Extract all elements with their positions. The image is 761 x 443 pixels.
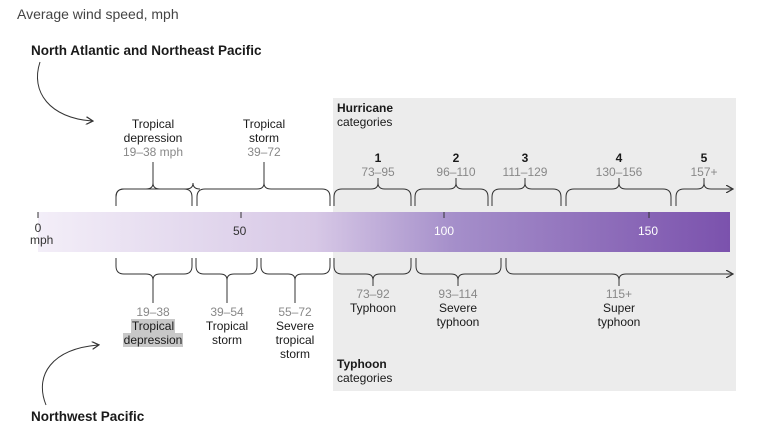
label-pacific-severe-tropical-storm: 55–72 Severe tropical storm [265, 305, 325, 361]
scale-tick-50: 50 [233, 224, 247, 238]
typhoon-header-rest: categories [337, 371, 393, 385]
bracket-typhoon [333, 258, 412, 281]
label-name-line: typhoon [436, 315, 480, 329]
label-name-line: Super [602, 301, 636, 315]
scale-tick-100: 100 [434, 224, 455, 238]
label-pacific-tropical-depression: 19–38 Tropical depression [113, 305, 193, 347]
label-name-line: Tropical [205, 319, 249, 333]
arrow-atlantic [36, 61, 92, 121]
region-label-atlantic: North Atlantic and Northeast Pacific [31, 43, 262, 58]
label-range: 55–72 [278, 305, 312, 319]
hurricane-header-bold: Hurricane [337, 101, 394, 115]
label-name-line: storm [280, 347, 310, 361]
label-name-line: Typhoon [349, 301, 397, 315]
label-name-line: Tropical [130, 319, 176, 333]
label-hurricane-cat5: 5 157+ [679, 151, 729, 179]
label-severe-typhoon: 93–114 Severe typhoon [423, 287, 493, 329]
label-name-line: Severe [438, 301, 478, 315]
typhoon-categories-header: Typhoon categories [337, 357, 392, 385]
wind-speed-scale-bar [38, 212, 730, 252]
hurricane-header-rest: categories [337, 115, 393, 129]
label-atlantic-tropical-storm: Tropical storm 39–72 [224, 117, 304, 159]
arrow-pacific [41, 345, 98, 406]
label-super-typhoon: 115+ Super typhoon [584, 287, 654, 329]
scale-zero-value: 0 [34, 221, 42, 235]
bracket-depression-bottom [115, 258, 193, 281]
label-name-line: Tropical [131, 117, 175, 131]
bracket-depression-top [115, 182, 193, 206]
bracket-cat2 [414, 182, 489, 206]
bracket-severe-storm-bottom [260, 258, 331, 281]
bracket-tropical-depression-top [115, 182, 201, 206]
label-hurricane-cat2: 2 96–110 [426, 151, 486, 179]
label-name-line: storm [212, 333, 242, 347]
label-range: 19–38 [136, 305, 170, 319]
label-pacific-tropical-storm: 39–54 Tropical storm [197, 305, 257, 347]
category-range: 115+ [605, 287, 633, 301]
label-hurricane-cat4: 4 130–156 [589, 151, 649, 179]
bracket-storm-bottom [195, 258, 258, 281]
label-range: 19–38 mph [122, 145, 184, 159]
region-label-pacific: Northwest Pacific [31, 409, 145, 424]
hurricane-categories-header: Hurricane categories [337, 101, 393, 129]
scale-unit: mph [30, 233, 54, 247]
category-range: 93–114 [438, 287, 478, 301]
label-range: 39–72 [247, 145, 281, 159]
scale-zero-label: 0 mph [30, 221, 53, 246]
label-range: 39–54 [210, 305, 244, 319]
label-name-line: depression [122, 333, 184, 347]
label-typhoon: 73–92 Typhoon [338, 287, 408, 315]
category-number: 1 [374, 151, 382, 165]
category-range: 73–95 [361, 165, 395, 179]
category-number: 2 [452, 151, 460, 165]
label-hurricane-cat1: 1 73–95 [348, 151, 408, 179]
label-hurricane-cat3: 3 111–129 [495, 151, 555, 179]
category-number: 4 [615, 151, 623, 165]
category-range: 157+ [690, 165, 718, 179]
bracket-cat5 [675, 182, 732, 206]
bracket-super-typhoon [505, 258, 732, 281]
bracket-storm-top [196, 182, 331, 206]
label-name-line: depression [123, 131, 183, 145]
typhoon-header-bold: Typhoon [337, 357, 387, 371]
bracket-cat4 [565, 182, 672, 206]
chart-subtitle: Average wind speed, mph [17, 6, 179, 22]
category-number: 3 [521, 151, 529, 165]
label-name-line: Severe [275, 319, 315, 333]
label-atlantic-tropical-depression: Tropical depression 19–38 mph [103, 117, 203, 159]
category-range: 130–156 [595, 165, 643, 179]
label-name-line: storm [249, 131, 279, 145]
label-name-line: Tropical [242, 117, 286, 131]
category-range: 111–129 [502, 165, 548, 179]
label-name-line: tropical [275, 333, 315, 347]
scale-tick-150: 150 [638, 224, 659, 238]
bracket-cat1 [333, 182, 412, 206]
bracket-severe-typhoon [415, 258, 502, 281]
bracket-cat3 [491, 182, 562, 206]
label-name-line: typhoon [597, 315, 641, 329]
category-range: 73–92 [356, 287, 390, 301]
category-range: 96–110 [436, 165, 476, 179]
category-number: 5 [700, 151, 708, 165]
